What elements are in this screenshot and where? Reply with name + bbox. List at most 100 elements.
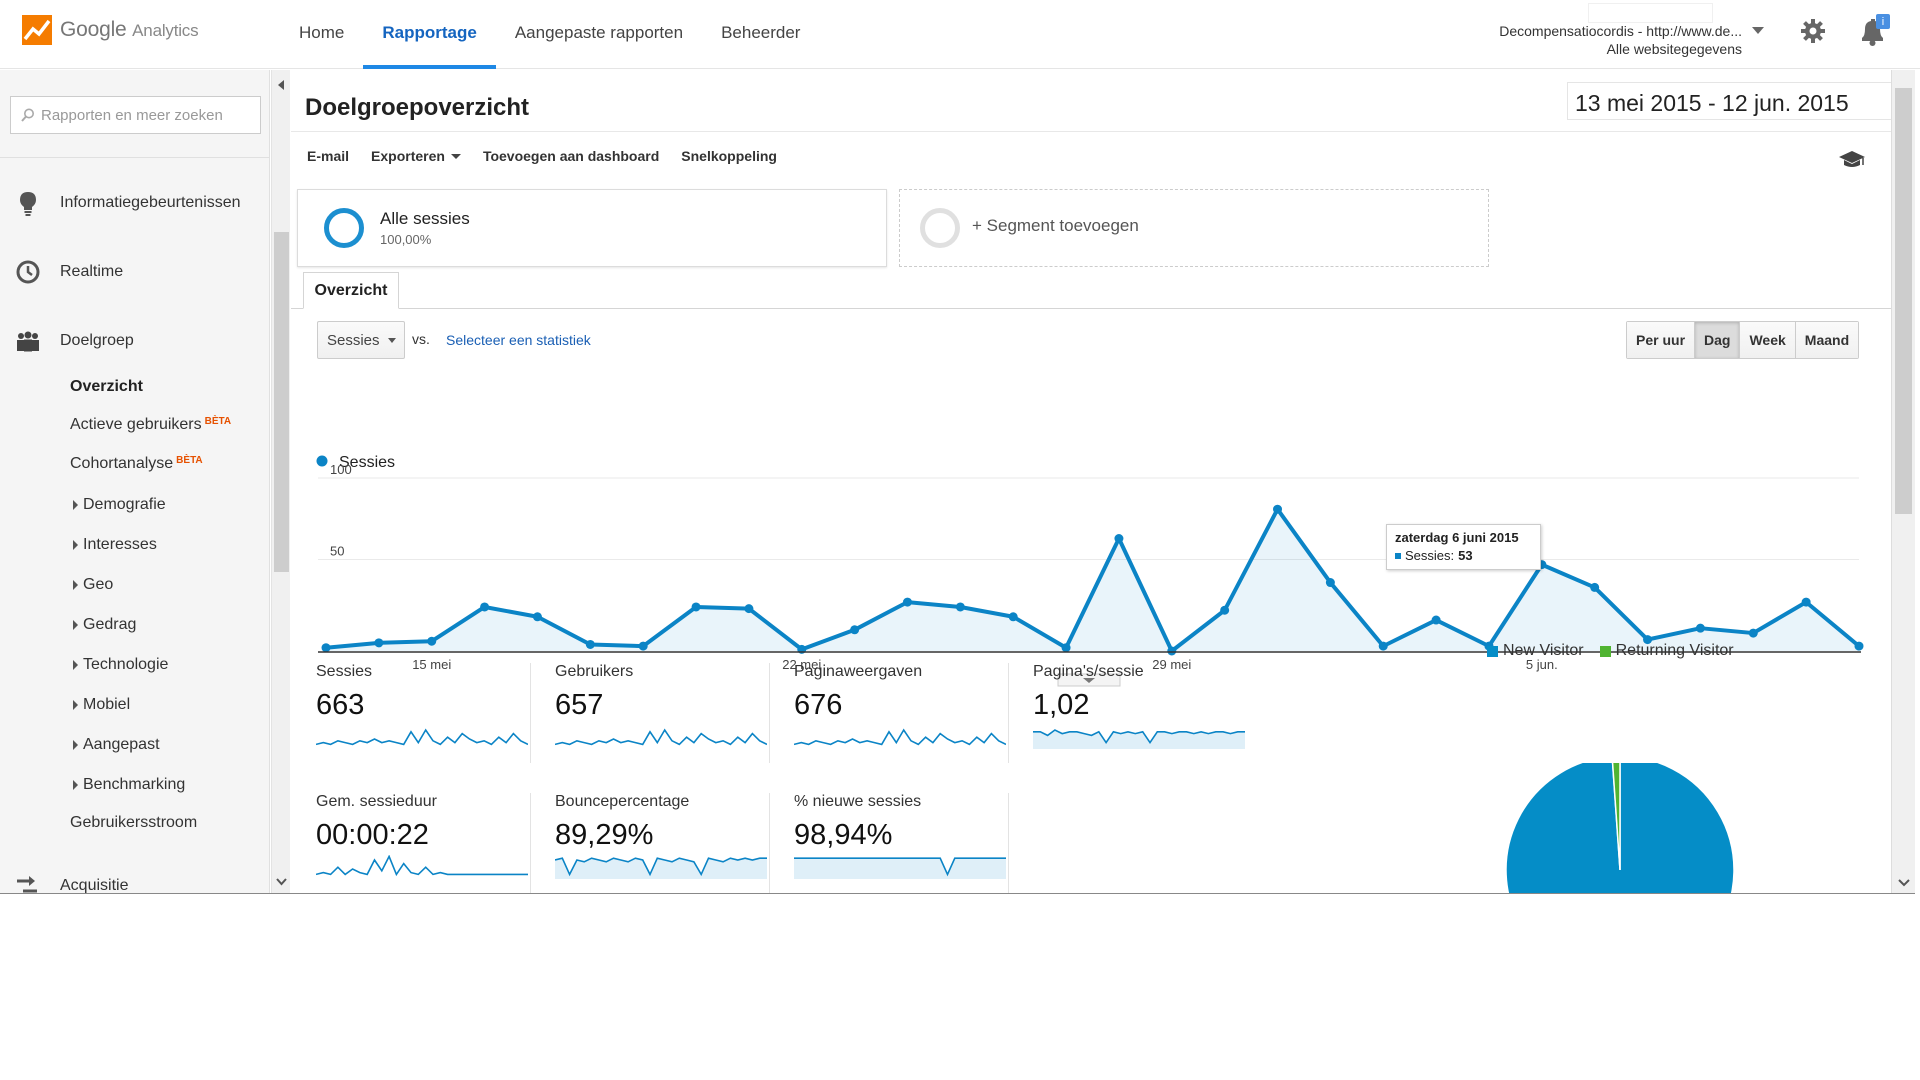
sidebar-group-mobile[interactable]: Mobiel (73, 696, 130, 714)
metric-sessions[interactable]: Sessies 663 (291, 663, 528, 763)
add-to-dashboard-button[interactable]: Toevoegen aan dashboard (482, 148, 660, 164)
data-point[interactable] (1061, 643, 1071, 653)
data-point[interactable] (1008, 612, 1018, 622)
data-point[interactable] (1854, 641, 1864, 651)
sidebar-group-benchmarking[interactable]: Benchmarking (73, 776, 185, 794)
metric-users[interactable]: Gebruikers 657 (530, 663, 767, 763)
data-point[interactable] (1748, 628, 1758, 638)
series-marker (1395, 552, 1401, 559)
notification-badge: i (1882, 16, 1884, 28)
data-point[interactable] (427, 636, 437, 646)
sidebar-scroll-thumb[interactable] (274, 232, 289, 572)
period-week-button[interactable]: Week (1739, 322, 1795, 358)
sidebar-item-audience[interactable]: Doelgroep (0, 326, 270, 356)
period-month-button[interactable]: Maand (1794, 322, 1859, 358)
visitor-pie-chart[interactable]: 98,9% (1466, 763, 1766, 893)
nav-reporting[interactable]: Rapportage (363, 0, 496, 69)
sidebar-item-intelligence[interactable]: Informatiegebeurtenissen (0, 188, 270, 218)
sidebar-group-geo[interactable]: Geo (73, 576, 113, 594)
graduation-cap-icon[interactable] (1838, 149, 1866, 169)
data-point[interactable] (638, 641, 648, 651)
data-point[interactable] (1431, 615, 1441, 625)
metric-new-sessions[interactable]: % nieuwe sessies 98,94% (769, 793, 1006, 893)
data-point[interactable] (902, 597, 912, 607)
metric-select[interactable]: Sessies (317, 321, 405, 359)
data-point[interactable] (955, 602, 965, 612)
data-point[interactable] (1220, 605, 1230, 615)
sidebar-group-interests[interactable]: Interesses (73, 536, 157, 554)
legend-label: New Visitor (1503, 642, 1584, 659)
data-point[interactable] (744, 604, 754, 614)
sessions-chart[interactable]: Sessies 100 50 15 mei 22 mei 29 mei 5 jun. (291, 360, 1891, 690)
metric-name: Bouncepercentage (555, 793, 690, 810)
select-metric-link[interactable]: Selecteer een statistiek (446, 332, 591, 348)
sidebar-search[interactable] (10, 96, 261, 134)
collapse-left-icon[interactable] (272, 78, 291, 92)
data-point[interactable] (850, 625, 860, 635)
nav-custom-reports[interactable]: Aangepaste rapporten (514, 23, 684, 42)
main-scrollbar[interactable] (1891, 70, 1915, 893)
sidebar-group-technology[interactable]: Technologie (73, 656, 168, 674)
segment-all-sessions[interactable]: Alle sessies 100,00% (297, 189, 887, 267)
data-point[interactable] (374, 638, 384, 648)
data-point[interactable] (321, 643, 331, 653)
shortcut-button[interactable]: Snelkoppeling (681, 148, 777, 164)
gear-icon[interactable] (1800, 18, 1826, 44)
sidebar-group-demographics[interactable]: Demografie (73, 496, 166, 514)
acquisition-arrows-icon (17, 876, 37, 893)
data-point[interactable] (1167, 646, 1177, 656)
sidebar: Informatiegebeurtenissen Realtime Doelgr… (0, 70, 270, 894)
sidebar-item-overview[interactable]: Overzicht (70, 378, 143, 396)
data-point[interactable] (1590, 582, 1600, 592)
data-point[interactable] (1801, 597, 1811, 607)
data-point[interactable] (1695, 623, 1705, 633)
data-point[interactable] (1643, 635, 1653, 645)
metric-bounce-rate[interactable]: Bouncepercentage 89,29% (530, 793, 767, 893)
metric-pages-per-session[interactable]: Pagina's/sessie 1,02 (1008, 663, 1245, 763)
account-selector[interactable]: Decompensatiocordis - http://www.de... A… (1490, 22, 1742, 58)
account-caret-icon[interactable] (1752, 27, 1764, 34)
date-range-picker[interactable]: 13 mei 2015 - 12 jun. 2015 (1567, 82, 1915, 120)
metric-value: 663 (316, 689, 365, 721)
sidebar-item-cohort-analysis[interactable]: Cohortanalyse BÈTA (70, 455, 203, 473)
sidebar-item-realtime[interactable]: Realtime (0, 257, 270, 287)
legend-item-returning-visitor[interactable]: Returning Visitor (1599, 642, 1734, 660)
sidebar-item-active-users[interactable]: Actieve gebruikers BÈTA (70, 416, 231, 434)
nav-home[interactable]: Home (299, 23, 345, 42)
data-point[interactable] (1114, 534, 1124, 544)
scroll-down-icon[interactable] (272, 875, 291, 889)
data-point[interactable] (480, 602, 490, 612)
data-point[interactable] (585, 639, 595, 649)
sidebar-item-users-flow[interactable]: Gebruikersstroom (70, 814, 197, 832)
nav-admin[interactable]: Beheerder (721, 23, 801, 42)
add-segment-box[interactable]: + Segment toevoegen (899, 189, 1489, 267)
sidebar-item-label: Mobiel (83, 696, 131, 713)
period-hourly-button[interactable]: Per uur (1627, 322, 1695, 358)
data-point[interactable] (1273, 504, 1283, 514)
main-scroll-thumb[interactable] (1895, 88, 1912, 514)
tab-overview[interactable]: Overzicht (303, 272, 399, 309)
data-point[interactable] (1325, 578, 1335, 588)
search-input[interactable] (41, 106, 256, 124)
sidebar-group-custom[interactable]: Aangepast (73, 736, 160, 754)
sidebar-group-behavior[interactable]: Gedrag (73, 616, 136, 634)
metric-separator (1008, 663, 1009, 763)
x-tick-label: 29 mei (1152, 657, 1191, 672)
export-button[interactable]: Exporteren (371, 148, 461, 164)
metric-separator (769, 663, 770, 763)
sidebar-item-label: Aangepast (83, 736, 160, 753)
google-analytics-logo[interactable]: Google Analytics (22, 15, 199, 45)
legend-item-new-visitor[interactable]: New Visitor (1487, 642, 1584, 660)
pie-slice[interactable] (1611, 763, 1621, 871)
data-point[interactable] (532, 612, 542, 622)
data-point[interactable] (1378, 641, 1388, 651)
sidebar-item-acquisition[interactable]: Acquisitie (0, 871, 270, 901)
data-point[interactable] (691, 602, 701, 612)
email-button[interactable]: E-mail (307, 148, 350, 164)
bell-icon[interactable]: i (1856, 14, 1890, 48)
period-day-button[interactable]: Dag (1694, 322, 1740, 358)
metric-avg-session-duration[interactable]: Gem. sessieduur 00:00:22 (291, 793, 528, 893)
sidebar-scrollbar[interactable] (271, 70, 290, 893)
scroll-down-icon[interactable] (1892, 876, 1916, 890)
metric-pageviews[interactable]: Paginaweergaven 676 (769, 663, 1006, 763)
